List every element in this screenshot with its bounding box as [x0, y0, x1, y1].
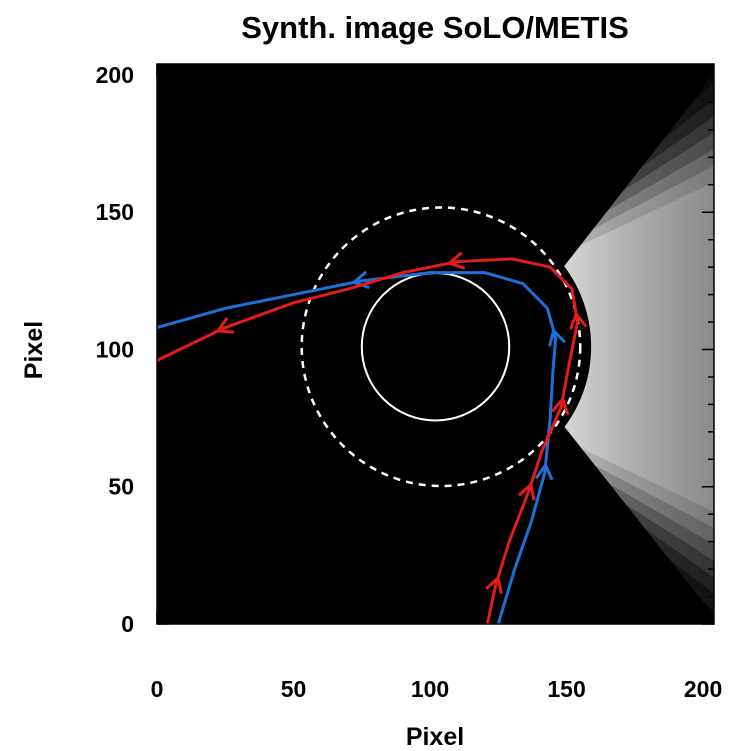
edge-fade-band	[541, 64, 714, 243]
field-line-arrow	[215, 316, 235, 334]
field-line-arrow	[446, 251, 466, 270]
edge-fade-band	[517, 418, 714, 624]
axis-ticks	[156, 64, 714, 625]
y-tick-label: 150	[96, 199, 134, 225]
occulter-circle	[300, 206, 582, 488]
y-tick-label: 100	[96, 336, 134, 362]
x-tick-label: 100	[411, 676, 449, 702]
x-tick-label: 0	[151, 676, 164, 702]
edge-fade-band	[550, 462, 714, 624]
x-tick-label: 50	[281, 676, 307, 702]
plot-frame	[156, 63, 715, 625]
edge-fade-band	[533, 64, 714, 254]
field-line-1	[157, 257, 579, 624]
edge-fade-band	[574, 64, 714, 199]
field-line-0	[157, 271, 558, 624]
field-line-arrow	[548, 327, 566, 347]
field-line-arrow	[550, 396, 570, 415]
field-line-arrow	[534, 462, 554, 481]
y-tick-label: 200	[96, 62, 134, 88]
x-tick-label: 150	[547, 676, 585, 702]
edge-fade-band	[533, 440, 714, 624]
field-lines	[157, 251, 588, 624]
bright-wedge	[501, 64, 714, 624]
chart-title: Synth. image SoLO/METIS	[241, 10, 629, 45]
edge-fade-band	[517, 64, 714, 276]
edge-fade-band	[558, 473, 714, 624]
edge-fade-band	[525, 429, 714, 624]
bright-region	[501, 64, 714, 624]
field-line-arrow	[569, 311, 588, 330]
field-line-arrow	[517, 481, 536, 501]
y-axis-tick-labels: 0 50 100 150 200	[96, 62, 134, 637]
y-tick-label: 50	[108, 474, 134, 500]
y-tick-label: 0	[121, 611, 134, 637]
edge-fade-band	[525, 64, 714, 265]
edge-fade-band	[550, 64, 714, 232]
y-axis-label: Pixel	[20, 321, 48, 379]
field-line-arrow	[485, 575, 503, 594]
edge-fade-band	[541, 451, 714, 624]
x-tick-label: 200	[684, 676, 722, 702]
occulter-fill	[323, 212, 592, 481]
x-axis-tick-labels: 0 50 100 150 200	[151, 676, 723, 702]
x-axis-label: Pixel	[406, 723, 464, 751]
edge-fade-band	[574, 494, 714, 624]
